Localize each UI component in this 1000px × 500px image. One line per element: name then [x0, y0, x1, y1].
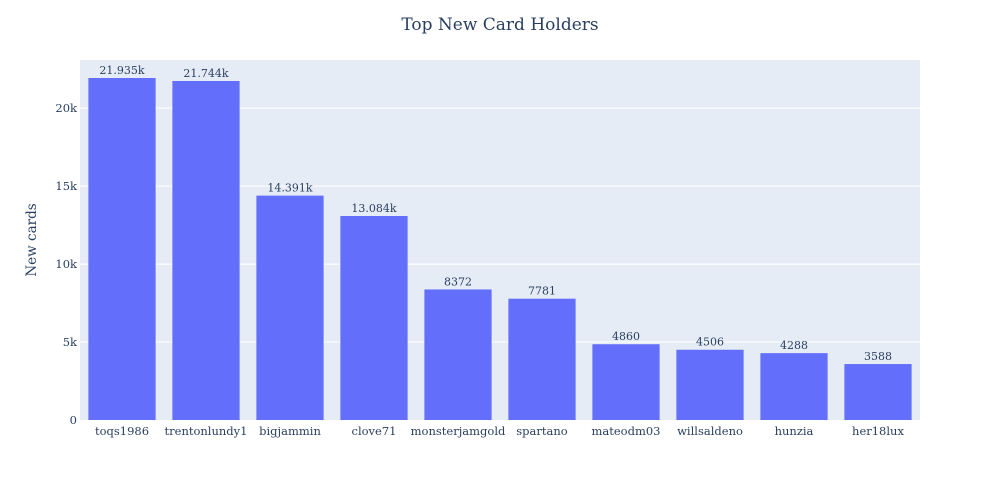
- bar-data-label: 13.084k: [351, 202, 396, 215]
- bar-data-label: 7781: [528, 285, 556, 298]
- bar[interactable]: [676, 349, 744, 420]
- bar[interactable]: [844, 364, 912, 420]
- y-tick-label: 20k: [55, 101, 78, 115]
- bar[interactable]: [424, 289, 492, 420]
- x-tick-label: willsaldeno: [677, 424, 743, 438]
- x-tick-label: toqs1986: [95, 424, 149, 438]
- bar[interactable]: [508, 298, 576, 420]
- bars: [88, 78, 912, 420]
- bar[interactable]: [88, 78, 156, 420]
- x-tick-label: monsterjamgold: [411, 424, 506, 438]
- x-tick-label: spartano: [516, 424, 568, 438]
- data-labels: 21.935k 21.744k 14.391k 13.084k 8372 7781 4860…: [99, 64, 892, 363]
- bar-data-label: 21.935k: [99, 64, 144, 77]
- x-tick-label: bigjammin: [259, 424, 321, 438]
- x-tick-label: hunzia: [775, 424, 814, 438]
- bar[interactable]: [592, 344, 660, 420]
- bar-data-label: 14.391k: [267, 182, 312, 195]
- bar-data-label: 3588: [864, 350, 892, 363]
- chart-title: Top New Card Holders: [401, 15, 598, 35]
- bar[interactable]: [172, 80, 240, 420]
- y-tick-label: 5k: [63, 335, 78, 349]
- y-axis-label: New cards: [24, 203, 40, 276]
- x-axis-ticks: toqs1986 trentonlundy1 bigjammin clove71 mon…: [95, 424, 905, 438]
- x-tick-label: trentonlundy1: [165, 424, 248, 438]
- bar-data-label: 4288: [780, 339, 808, 352]
- x-tick-label: mateodm03: [591, 424, 660, 438]
- bar[interactable]: [340, 216, 408, 420]
- y-tick-label: 15k: [55, 179, 78, 193]
- x-tick-label: her18lux: [852, 424, 904, 438]
- bar[interactable]: [760, 353, 828, 420]
- bar[interactable]: [256, 195, 324, 420]
- bar-data-label: 4506: [696, 336, 724, 349]
- y-tick-label: 0: [70, 413, 77, 427]
- x-tick-label: clove71: [352, 424, 397, 438]
- y-axis-ticks: 0 5k 10k 15k 20k: [55, 101, 78, 427]
- bar-data-label: 8372: [444, 275, 472, 288]
- bar-data-label: 4860: [612, 330, 640, 343]
- bar-data-label: 21.744k: [183, 67, 228, 80]
- y-tick-label: 10k: [55, 257, 78, 271]
